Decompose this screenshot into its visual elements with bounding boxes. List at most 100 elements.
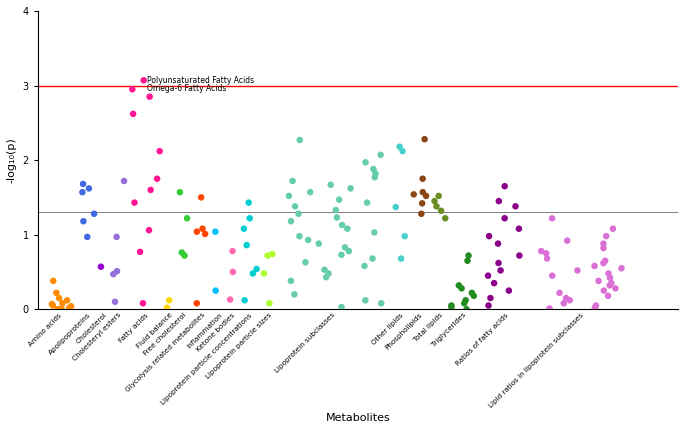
Point (119, 178, 129, 184)
Point (295, 136, 306, 143)
Point (84, 185, 95, 192)
Point (289, 291, 300, 298)
Point (48, 277, 59, 284)
Point (433, 193, 444, 200)
Point (51, 289, 62, 296)
Point (446, 302, 457, 309)
Point (514, 225, 525, 232)
Point (421, 193, 432, 200)
Point (127, 86, 138, 93)
Point (258, 270, 269, 277)
Point (305, 189, 316, 196)
Point (440, 215, 451, 222)
Point (110, 298, 121, 305)
Point (164, 297, 175, 304)
Point (78, 218, 89, 225)
Point (616, 265, 627, 272)
Point (604, 282, 615, 289)
Point (191, 228, 202, 235)
Point (544, 305, 555, 312)
Point (369, 229, 380, 236)
Point (210, 228, 221, 235)
Point (429, 198, 440, 205)
Point (360, 297, 371, 304)
Point (290, 203, 301, 210)
Point (244, 215, 255, 222)
Point (293, 210, 304, 217)
Point (572, 267, 583, 274)
Point (394, 143, 405, 150)
Point (343, 248, 354, 255)
Point (417, 189, 428, 196)
Point (64, 304, 75, 311)
Point (610, 285, 621, 292)
Point (62, 297, 73, 304)
Point (359, 263, 370, 270)
Point (360, 159, 371, 166)
Point (436, 207, 447, 214)
Point (332, 214, 342, 221)
Point (111, 233, 122, 240)
Point (542, 255, 553, 262)
Point (262, 252, 273, 259)
Point (313, 240, 324, 247)
Point (294, 233, 305, 240)
Point (399, 233, 410, 240)
Point (323, 270, 334, 277)
Point (251, 266, 262, 273)
Point (460, 297, 471, 304)
Point (239, 297, 250, 304)
Point (603, 270, 614, 277)
Point (325, 181, 336, 188)
Point (47, 301, 58, 307)
Point (599, 287, 610, 294)
X-axis label: Metabolites: Metabolites (325, 413, 390, 423)
Point (367, 255, 378, 262)
Point (370, 170, 381, 177)
Point (199, 230, 210, 237)
Point (390, 204, 401, 211)
Point (303, 237, 314, 243)
Point (368, 166, 379, 172)
Point (493, 260, 504, 267)
Point (499, 215, 510, 222)
Point (416, 210, 427, 217)
Point (376, 300, 387, 307)
Point (284, 193, 295, 200)
Point (466, 289, 477, 296)
Point (469, 292, 479, 299)
Point (453, 282, 464, 289)
Point (53, 295, 64, 301)
Point (589, 263, 600, 270)
Point (154, 147, 165, 154)
Point (495, 267, 506, 274)
Point (336, 252, 347, 258)
Point (144, 227, 155, 233)
Point (601, 233, 612, 240)
Point (396, 255, 407, 262)
Point (608, 225, 619, 232)
Text: Omega-6 Fatty Acids: Omega-6 Fatty Acids (147, 84, 226, 93)
Point (593, 277, 604, 284)
Point (197, 225, 208, 232)
Point (138, 77, 149, 84)
Point (536, 248, 547, 255)
Point (342, 225, 353, 232)
Point (52, 306, 63, 313)
Point (482, 272, 493, 279)
Point (493, 198, 504, 205)
Point (345, 185, 356, 192)
Point (57, 300, 68, 307)
Point (419, 136, 430, 143)
Point (416, 200, 427, 207)
Point (446, 304, 457, 310)
Point (598, 245, 609, 252)
Point (560, 295, 571, 301)
Text: Polyunsaturated Fatty Acids: Polyunsaturated Fatty Acids (147, 76, 254, 85)
Point (227, 248, 238, 255)
Point (95, 263, 106, 270)
Point (286, 218, 297, 225)
Point (493, 240, 503, 247)
Point (243, 199, 254, 206)
Point (408, 191, 419, 198)
